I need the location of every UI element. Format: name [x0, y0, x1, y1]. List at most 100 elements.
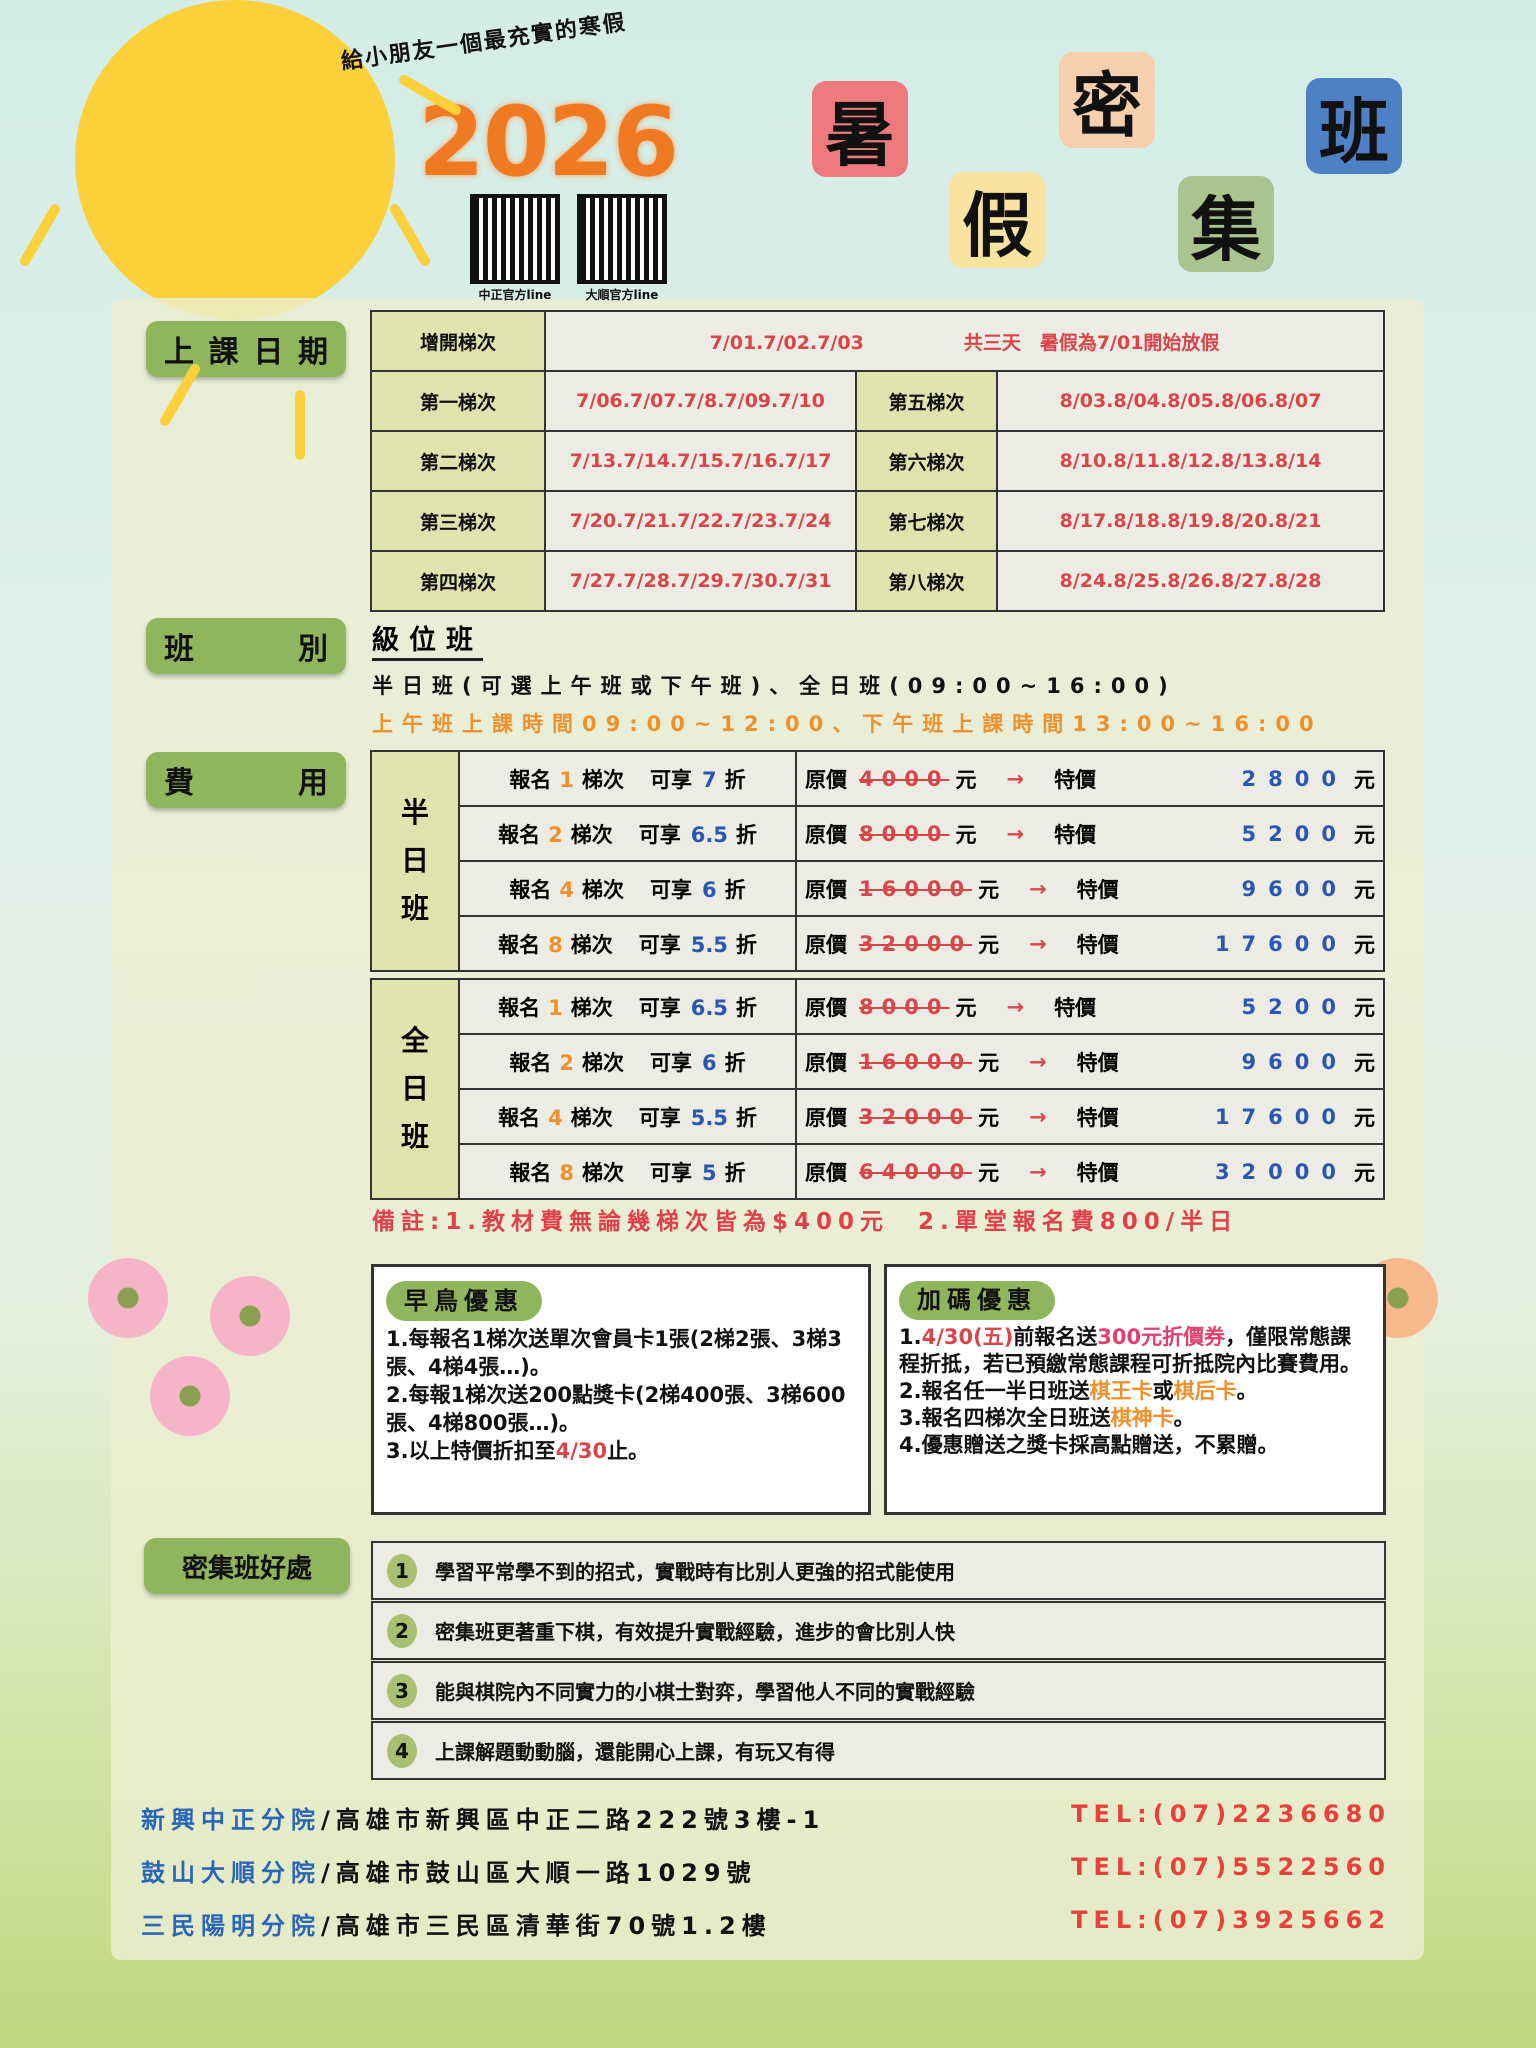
session-name: 第二梯次 [370, 430, 546, 492]
original-word: 原價 [805, 767, 847, 792]
text: 。 [1173, 1406, 1195, 1430]
yuan: 元 [1354, 1105, 1375, 1130]
arrow: → [1029, 931, 1047, 956]
fee-row: 報名 8 梯次 可享 5.5 折原價 32000 元 → 特價 17600 元 [371, 915, 1385, 972]
schedule-row: 增開梯次 7/01.7/02.7/03 共三天 暑假為7/01開始放假 [370, 310, 1385, 372]
yuan: 元 [1354, 822, 1375, 847]
sessions-word: 梯次 [570, 1105, 613, 1130]
schedule-row: 第一梯次 7/06.7/07.7/8.7/09.7/10 第五梯次 8/03.8/04… [370, 370, 1385, 432]
text: 3.報名四梯次全日班送 [899, 1406, 1111, 1430]
yuan: 元 [1354, 1160, 1375, 1185]
text: 3.以上特價折扣至 [386, 1439, 556, 1463]
special-price: 5200 [1241, 994, 1348, 1019]
branch-line: 新興中正分院/高雄市新興區中正二路222號3樓-1 TEL:(07)2236680 [141, 1800, 1391, 1835]
qr-code[interactable] [470, 194, 560, 284]
original-price: 32000 [859, 1104, 973, 1129]
text: 棋后卡 [1173, 1379, 1237, 1403]
branch-name: 新興中正分院 [141, 1806, 321, 1834]
yuan: 元 [1354, 995, 1375, 1020]
group-char: 班 [400, 892, 429, 925]
original-word: 原價 [805, 1105, 847, 1130]
original-price: 64000 [859, 1159, 973, 1184]
label-char: 課 [208, 335, 239, 370]
fee-row: 報名 2 梯次 可享 6.5 折原價 8000 元 → 特價 5200 元 [371, 805, 1385, 862]
price-cell: 原價 16000 元 → 特價 9600 元 [795, 1033, 1385, 1090]
qr-code[interactable] [577, 194, 667, 284]
branch-address: /高雄市三民區清華街70號1.2樓 [321, 1912, 772, 1940]
discount-word: 折 [724, 767, 746, 792]
label-fees: 費用 [146, 752, 346, 808]
sun-ray [18, 202, 62, 268]
early-bird-item: 2.每報1梯次送200點獎卡(2梯400張、3梯600張、4梯800張…)。 [386, 1383, 846, 1435]
session-dates: 7/20.7/21.7/22.7/23.7/24 [544, 490, 857, 552]
price-cell: 原價 4000 元 → 特價 2800 元 [795, 750, 1385, 807]
discount-word: 折 [735, 995, 757, 1020]
text: 1. [899, 1325, 922, 1349]
session-name: 第六梯次 [855, 430, 998, 492]
yuan: 元 [978, 1050, 1000, 1075]
enroll-word: 報名 [509, 1050, 552, 1075]
session-dates: 7/27.7/28.7/29.7/30.7/31 [544, 550, 857, 612]
session-count: 4 [559, 877, 574, 902]
bonus-item: 3.報名四梯次全日班送棋神卡。 [899, 1405, 1371, 1432]
title-tile: 班 [1306, 78, 1402, 174]
enjoy-word: 可享 [650, 767, 692, 792]
special-word: 特價 [1076, 1105, 1119, 1130]
branch-phone[interactable]: TEL:(07)2236680 [1071, 1800, 1391, 1828]
deadline-date: 4/30 [555, 1439, 608, 1463]
session-dates: 7/13.7/14.7/15.7/16.7/17 [544, 430, 857, 492]
title-tile: 集 [1178, 176, 1274, 272]
enroll-word: 報名 [498, 932, 541, 957]
session-name: 第五梯次 [855, 370, 998, 432]
branch-phone[interactable]: TEL:(07)5522560 [1071, 1853, 1391, 1881]
benefit-text: 學習平常學不到的招式，實戰時有比別人更強的招式能使用 [435, 1560, 955, 1584]
discount-value: 5.5 [690, 1105, 728, 1130]
label-benefits: 密集班好處 [144, 1538, 350, 1594]
discount-cell: 報名 8 梯次 可享 5.5 折 [458, 915, 797, 972]
benefit-text: 能與棋院內不同實力的小棋士對弈，學習他人不同的實戰經驗 [435, 1680, 975, 1704]
class-title: 級位班 [372, 624, 483, 661]
original-word: 原價 [805, 822, 847, 847]
original-price: 4000 [859, 766, 950, 791]
discount-cell: 報名 2 梯次 可享 6.5 折 [458, 805, 797, 862]
discount-value: 5.5 [690, 932, 728, 957]
branch-phone[interactable]: TEL:(07)3925662 [1071, 1906, 1391, 1934]
text: 止。 [607, 1439, 650, 1463]
sessions-word: 梯次 [582, 877, 624, 902]
benefit-item: 1 學習平常學不到的招式，實戰時有比別人更強的招式能使用 [371, 1541, 1386, 1600]
flower-decoration [88, 1258, 168, 1338]
special-price: 17600 [1214, 931, 1348, 956]
session-dates: 8/24.8/25.8/26.8/27.8/28 [996, 550, 1385, 612]
special-word: 特價 [1054, 767, 1097, 792]
enroll-word: 報名 [509, 877, 552, 902]
text: 300元折價券 [1097, 1325, 1226, 1349]
special-price: 32000 [1214, 1159, 1348, 1184]
original-price: 16000 [859, 876, 973, 901]
special-word: 特價 [1076, 1050, 1119, 1075]
schedule-row: 第三梯次 7/20.7/21.7/22.7/23.7/24 第七梯次 8/17.8/1… [370, 490, 1385, 552]
session-count: 4 [548, 1105, 563, 1130]
original-word: 原價 [805, 1160, 847, 1185]
session-dates: 8/17.8/18.8/19.8/20.8/21 [996, 490, 1385, 552]
class-times: 上午班上課時間09:00~12:00、下午班上課時間13:00~16:00 [372, 712, 1323, 736]
sessions-word: 梯次 [570, 995, 613, 1020]
original-word: 原價 [805, 877, 847, 902]
session-count: 2 [559, 1050, 574, 1075]
enjoy-word: 可享 [638, 995, 681, 1020]
note: 共三天 暑假為7/01開始放假 [963, 331, 1220, 354]
sessions-word: 梯次 [570, 822, 613, 847]
number-badge: 2 [387, 1613, 417, 1648]
fee-table: 全日班報名 1 梯次 可享 6.5 折原價 8000 元 → 特價 5200 元報名 2 梯次 可享 6 折原價… [370, 978, 1385, 1200]
benefit-text: 密集班更著重下棋，有效提升實戰經驗，進步的會比別人快 [435, 1620, 955, 1644]
special-word: 特價 [1076, 877, 1119, 902]
schedule-row: 第四梯次 7/27.7/28.7/29.7/30.7/31 第八梯次 8/24.8/2… [370, 550, 1385, 612]
fee-row: 報名 2 梯次 可享 6 折原價 16000 元 → 特價 9600 元 [371, 1033, 1385, 1090]
label-class-type: 班別 [146, 618, 346, 674]
bonus-item: 2.報名任一半日班送棋王卡或棋后卡。 [899, 1378, 1371, 1405]
text: 棋神卡 [1110, 1406, 1174, 1430]
original-price: 16000 [859, 1049, 973, 1074]
yuan: 元 [1354, 1050, 1375, 1075]
fee-row: 報名 4 梯次 可享 5.5 折原價 32000 元 → 特價 17600 元 [371, 1088, 1385, 1145]
enroll-word: 報名 [509, 1160, 552, 1185]
price-cell: 原價 16000 元 → 特價 9600 元 [795, 860, 1385, 917]
